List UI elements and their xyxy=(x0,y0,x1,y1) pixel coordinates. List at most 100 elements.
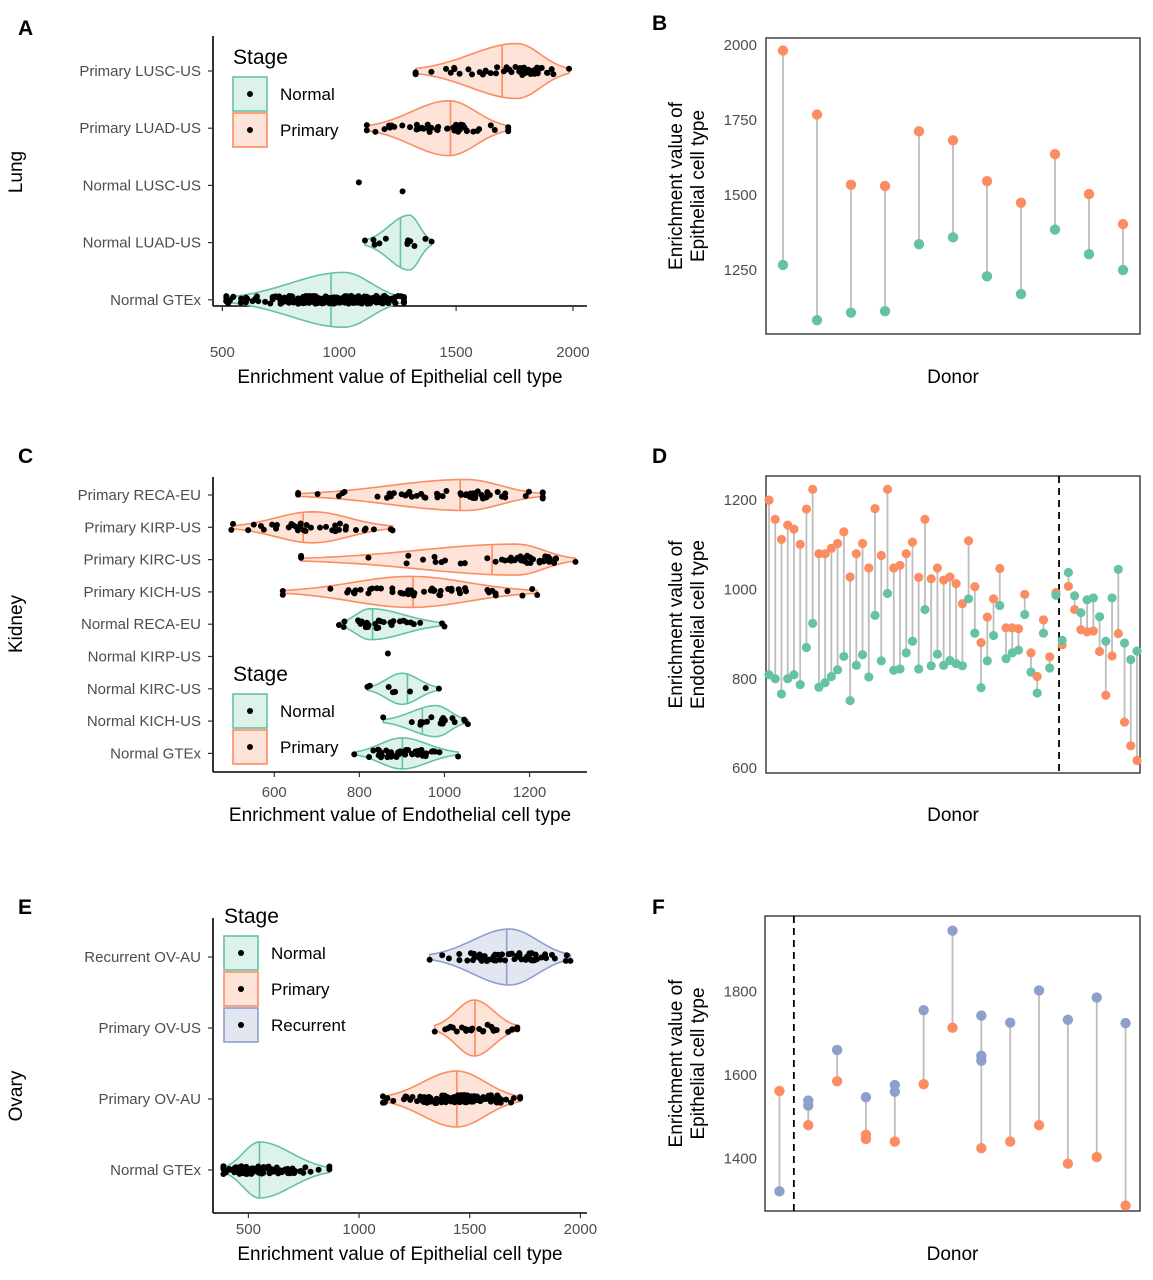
point-normal xyxy=(826,671,836,682)
point-normal xyxy=(982,656,992,666)
point-recurrent xyxy=(1120,1017,1131,1029)
point-primary xyxy=(1091,1151,1102,1163)
legend-label: Normal xyxy=(271,944,326,963)
data-point xyxy=(260,1164,267,1171)
panel-letter: E xyxy=(18,896,32,919)
data-point xyxy=(373,625,380,632)
data-point xyxy=(390,1097,397,1104)
point-normal xyxy=(789,670,799,680)
point-normal xyxy=(864,672,874,682)
facet-label: Lung xyxy=(6,151,27,193)
data-point xyxy=(465,66,472,73)
point-normal xyxy=(895,664,905,674)
data-point xyxy=(451,64,458,71)
data-point xyxy=(534,70,541,77)
data-point xyxy=(457,560,464,567)
y-tick-label: 1000 xyxy=(724,581,757,598)
point-primary xyxy=(1119,717,1130,727)
data-point xyxy=(457,121,464,128)
point-normal xyxy=(1083,248,1095,260)
data-point xyxy=(381,126,388,133)
x-tick-label: 2000 xyxy=(556,344,589,361)
point-normal xyxy=(988,630,999,641)
point-normal xyxy=(1094,612,1105,622)
data-point xyxy=(339,490,346,497)
data-point xyxy=(388,753,395,760)
category-label: Primary OV-US xyxy=(98,1020,201,1037)
legend-title: Stage xyxy=(224,905,279,928)
data-point xyxy=(380,619,387,626)
data-point xyxy=(285,524,292,531)
data-point xyxy=(494,64,501,71)
data-point xyxy=(314,294,321,301)
category-label: Primary KICH-US xyxy=(83,584,201,601)
point-primary xyxy=(951,579,961,589)
point-normal xyxy=(947,232,959,243)
point-normal xyxy=(839,651,849,662)
data-point xyxy=(423,750,430,757)
x-tick-label: 1000 xyxy=(342,1221,375,1238)
legend-label: Primary xyxy=(280,738,339,757)
data-point xyxy=(482,68,489,75)
data-point xyxy=(476,69,483,76)
data-point xyxy=(399,122,406,129)
point-primary xyxy=(826,543,836,553)
x-tick-label: 600 xyxy=(262,784,287,801)
point-normal xyxy=(1101,636,1111,646)
data-point xyxy=(529,585,536,592)
data-point xyxy=(302,1164,309,1171)
data-point xyxy=(438,559,445,566)
point-recurrent xyxy=(1091,992,1102,1003)
data-point xyxy=(403,746,410,753)
data-point xyxy=(431,553,438,560)
data-point xyxy=(230,520,237,527)
data-point xyxy=(505,1028,512,1035)
panel-f: F 1400 1600 1800 Enrichment value of Epitheli… xyxy=(652,896,1141,1265)
data-point xyxy=(316,524,323,531)
point-primary xyxy=(864,563,874,573)
data-point xyxy=(536,559,543,566)
point-normal xyxy=(777,259,789,271)
data-point xyxy=(464,1092,471,1099)
data-point xyxy=(391,123,398,130)
data-point xyxy=(453,1028,460,1035)
y-tick-label: 600 xyxy=(732,760,757,777)
data-point xyxy=(250,521,257,528)
x-tick-label: 1500 xyxy=(453,1221,486,1238)
data-point xyxy=(300,293,307,300)
panel-letter: B xyxy=(652,12,667,35)
data-point xyxy=(334,294,341,301)
point-normal xyxy=(1126,654,1136,665)
category-label: Primary OV-AU xyxy=(98,1091,201,1108)
legend-key-dot xyxy=(238,1022,244,1028)
point-primary xyxy=(1049,148,1061,160)
point-normal xyxy=(857,650,868,660)
panel-b: B 1250 1500 1750 2000 Enrichment value of Epit… xyxy=(652,12,1141,388)
data-point xyxy=(409,1093,416,1100)
data-point xyxy=(239,1169,246,1176)
data-point xyxy=(405,552,412,559)
data-point xyxy=(463,491,470,498)
data-point xyxy=(384,494,391,501)
data-point xyxy=(382,235,389,242)
data-point xyxy=(256,1168,263,1175)
category-label: Primary KIRC-US xyxy=(83,552,201,569)
point-normal xyxy=(939,660,949,670)
point-recurrent xyxy=(1004,1017,1016,1028)
data-point xyxy=(398,590,405,597)
point-primary xyxy=(926,574,936,584)
data-point xyxy=(428,238,435,245)
point-primary xyxy=(947,1022,958,1033)
data-point xyxy=(421,588,428,595)
data-point xyxy=(432,559,439,566)
point-primary xyxy=(1033,1120,1045,1131)
plot-frame xyxy=(765,475,1141,774)
point-primary xyxy=(803,1120,814,1131)
data-point xyxy=(432,748,439,755)
panel-letter: A xyxy=(18,17,33,40)
data-point xyxy=(223,293,230,300)
data-point xyxy=(464,957,471,964)
data-point xyxy=(436,749,443,756)
data-point xyxy=(290,522,297,529)
